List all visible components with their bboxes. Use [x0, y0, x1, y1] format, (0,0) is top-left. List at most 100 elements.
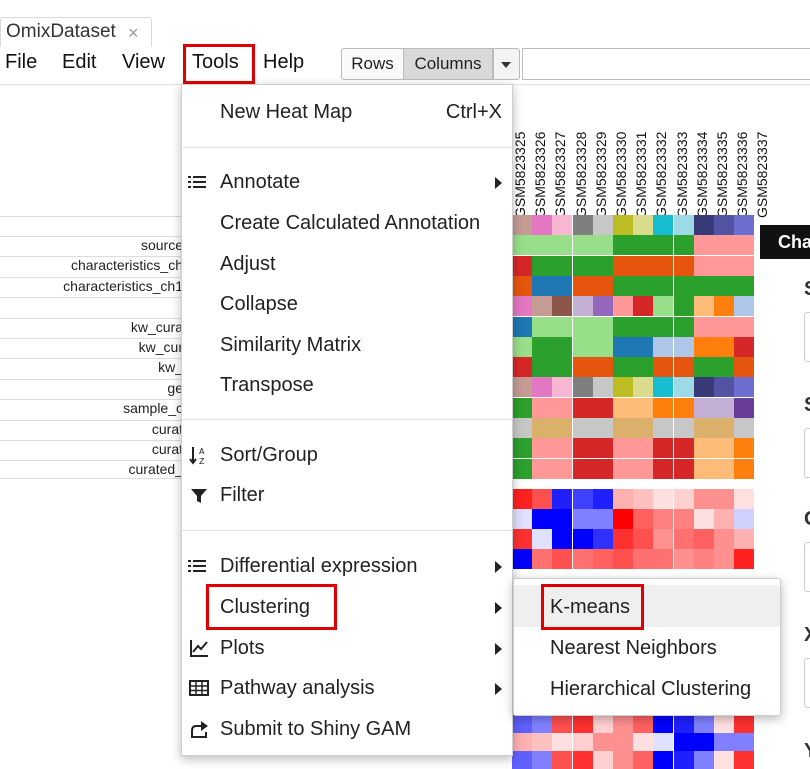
row-label[interactable]: kw_cura [130, 318, 183, 335]
heatmap-cell[interactable] [512, 215, 532, 235]
heatmap-cell[interactable] [734, 715, 755, 733]
heatmap-cell[interactable] [552, 296, 573, 317]
heatmap-cell[interactable] [572, 549, 593, 569]
heatmap-cell[interactable] [572, 458, 593, 479]
heatmap-cell[interactable] [734, 509, 755, 529]
heatmap-cell[interactable] [532, 458, 553, 479]
submenu-item-hierarchical-clustering[interactable]: Hierarchical Clustering [550, 678, 752, 700]
heatmap-cell[interactable] [653, 509, 674, 529]
heatmap-cell[interactable] [734, 377, 755, 398]
search-input[interactable] [522, 48, 810, 80]
heatmap-cell[interactable] [613, 733, 633, 751]
heatmap-cell[interactable] [673, 458, 694, 479]
heatmap-cell[interactable] [532, 275, 553, 296]
heatmap-cell[interactable] [633, 377, 654, 398]
heatmap-cell[interactable] [613, 275, 633, 296]
heatmap-cell[interactable] [512, 489, 532, 509]
heatmap-cell[interactable] [673, 255, 694, 276]
heatmap-cell[interactable] [693, 509, 714, 529]
heatmap-cell[interactable] [673, 733, 694, 751]
menu-item-collapse[interactable]: Collapse [220, 293, 298, 315]
heatmap-cell[interactable] [592, 255, 613, 276]
heatmap-cell[interactable] [633, 275, 654, 296]
heatmap-cell[interactable] [714, 715, 734, 733]
close-icon[interactable]: × [128, 23, 139, 43]
heatmap-cell[interactable] [673, 377, 694, 398]
heatmap-cell[interactable] [532, 296, 553, 317]
heatmap-cell[interactable] [512, 377, 532, 398]
heatmap-cell[interactable] [734, 357, 755, 378]
heatmap-cell[interactable] [633, 316, 654, 337]
menu-item-plots[interactable]: Plots [220, 637, 265, 659]
heatmap-cell[interactable] [572, 418, 593, 438]
heatmap-cell[interactable] [572, 316, 593, 337]
heatmap-cell[interactable] [552, 316, 573, 337]
heatmap-cell[interactable] [572, 438, 593, 459]
heatmap-cell[interactable] [693, 549, 714, 569]
heatmap-cell[interactable] [552, 255, 573, 276]
menu-item-differential-expression[interactable]: Differential expression [220, 555, 418, 577]
heatmap-cell[interactable] [714, 418, 734, 438]
column-header[interactable]: GSM5823325 [512, 108, 532, 218]
heatmap-cell[interactable] [653, 438, 674, 459]
heatmap-cell[interactable] [633, 458, 654, 479]
column-header[interactable]: GSM5823328 [573, 108, 593, 218]
column-header[interactable]: GSM5823336 [734, 108, 754, 218]
heatmap-cell[interactable] [734, 275, 755, 296]
heatmap-cell[interactable] [572, 509, 593, 529]
row-label[interactable]: characteristics_ch1 [63, 277, 183, 294]
heatmap-cell[interactable] [734, 255, 755, 276]
heatmap-cell[interactable] [734, 549, 755, 569]
heatmap-cell[interactable] [714, 377, 734, 398]
heatmap-cell[interactable] [734, 418, 755, 438]
heatmap-cell[interactable] [532, 336, 553, 357]
heatmap-cell[interactable] [592, 215, 613, 235]
heatmap-cell[interactable] [734, 215, 755, 235]
heatmap-cell[interactable] [552, 733, 573, 751]
heatmap-cell[interactable] [653, 549, 674, 569]
heatmap-cell[interactable] [552, 377, 573, 398]
column-header[interactable]: GSM5823329 [593, 108, 613, 218]
heatmap-cell[interactable] [512, 549, 532, 569]
heatmap-cell[interactable] [512, 438, 532, 459]
heatmap-cell[interactable] [532, 316, 553, 337]
heatmap-cell[interactable] [572, 235, 593, 256]
menu-item-similarity-matrix[interactable]: Similarity Matrix [220, 334, 362, 356]
side-field[interactable] [804, 542, 810, 592]
heatmap-cell[interactable] [613, 215, 633, 235]
heatmap-cell[interactable] [552, 357, 573, 378]
menu-item-annotate[interactable]: Annotate [220, 171, 301, 193]
heatmap-cell[interactable] [673, 751, 694, 769]
heatmap-cell[interactable] [552, 418, 573, 438]
heatmap-cell[interactable] [714, 255, 734, 276]
heatmap-cell[interactable] [532, 235, 553, 256]
heatmap-cell[interactable] [714, 438, 734, 459]
side-field[interactable] [804, 312, 810, 362]
heatmap-cell[interactable] [613, 377, 633, 398]
heatmap-cell[interactable] [693, 255, 714, 276]
column-header[interactable]: GSM5823335 [714, 108, 734, 218]
heatmap-cell[interactable] [693, 751, 714, 769]
heatmap-cell[interactable] [552, 751, 573, 769]
heatmap-cell[interactable] [734, 296, 755, 317]
columns-button[interactable]: Columns [403, 48, 493, 80]
heatmap-cell[interactable] [512, 715, 532, 733]
heatmap-cell[interactable] [693, 275, 714, 296]
heatmap-cell[interactable] [592, 438, 613, 459]
heatmap-cell[interactable] [592, 489, 613, 509]
heatmap-cell[interactable] [633, 751, 654, 769]
row-label[interactable]: source [140, 237, 183, 253]
heatmap-cell[interactable] [512, 529, 532, 549]
heatmap-cell[interactable] [653, 357, 674, 378]
heatmap-cell[interactable] [592, 235, 613, 256]
heatmap-cell[interactable] [653, 529, 674, 549]
heatmap-cell[interactable] [734, 336, 755, 357]
heatmap-cell[interactable] [673, 316, 694, 337]
heatmap-cell[interactable] [572, 336, 593, 357]
heatmap-cell[interactable] [613, 357, 633, 378]
heatmap-cell[interactable] [673, 549, 694, 569]
heatmap-cell[interactable] [673, 357, 694, 378]
heatmap-cell[interactable] [673, 529, 694, 549]
heatmap-cell[interactable] [512, 235, 532, 256]
heatmap-cell[interactable] [512, 296, 532, 317]
